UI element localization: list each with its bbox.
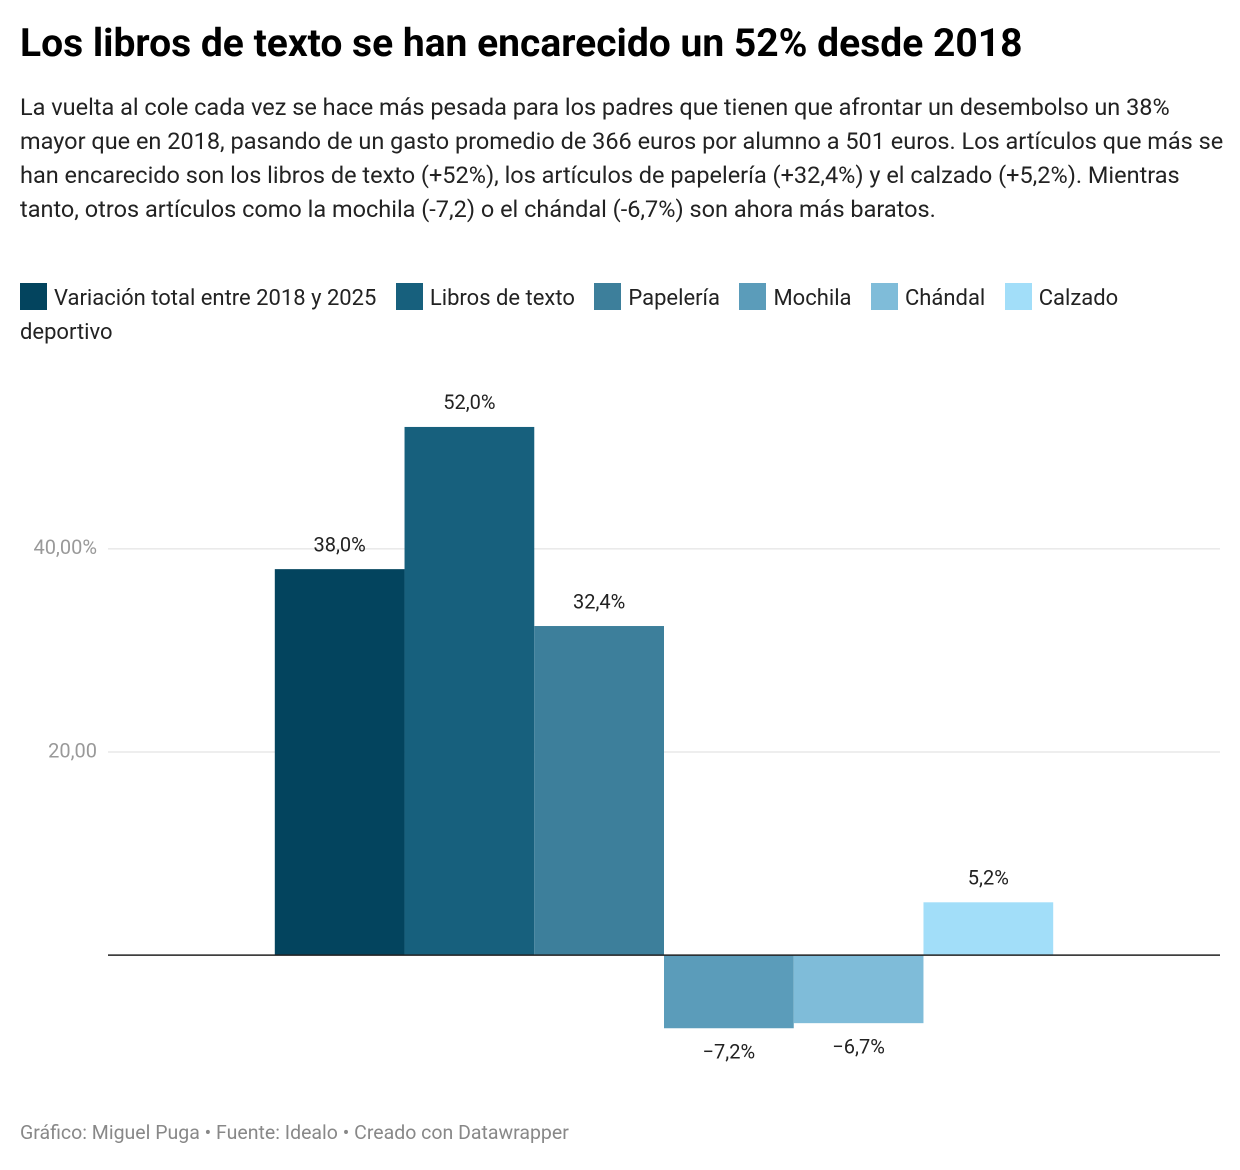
bar: [274, 569, 405, 956]
legend-label: Variación total entre 2018 y 2025: [54, 286, 377, 311]
legend-item: Variación total entre 2018 y 2025: [20, 283, 377, 311]
legend: Variación total entre 2018 y 2025 Libros…: [20, 282, 1225, 350]
legend-swatch: [594, 283, 622, 310]
legend-item: Chándal: [870, 283, 986, 311]
legend-swatch: [1004, 283, 1032, 310]
value-label: −6,7%: [832, 1034, 885, 1058]
legend-label: Chándal: [904, 286, 986, 311]
bar: [404, 426, 535, 956]
value-label: 5,2%: [968, 866, 1009, 890]
legend-swatch: [739, 283, 767, 310]
bar: [534, 626, 664, 956]
legend-item: Calzado deportivo: [20, 283, 1119, 345]
bar: [664, 955, 794, 1029]
bar: [793, 955, 924, 1024]
chart-subtitle: La vuelta al cole cada vez se hace más p…: [20, 93, 1224, 223]
legend-swatch: [20, 283, 47, 310]
legend-item: Libros de texto: [395, 283, 575, 311]
value-label: 38,0%: [314, 532, 366, 556]
bar: [923, 902, 1054, 956]
y-tick-label: 40,00%: [33, 535, 97, 559]
legend-swatch: [395, 283, 423, 310]
footer: Gráfico: Miguel Puga • Fuente: Idealo • …: [20, 1121, 569, 1144]
legend-item: Papelería: [594, 283, 720, 311]
value-label: 32,4%: [573, 589, 625, 613]
legend-label: Libros de texto: [429, 286, 575, 311]
value-label: −7,2%: [703, 1040, 756, 1064]
legend-label: Calzado deportivo: [20, 286, 1119, 345]
legend-label: Papelería: [628, 286, 720, 311]
legend-item: Mochila: [739, 283, 852, 311]
chart-title: Los libros de texto se han encarecido un…: [20, 20, 1023, 66]
legend-label: Mochila: [773, 286, 852, 311]
legend-swatch: [870, 283, 898, 310]
y-tick-label: 20,00: [48, 738, 97, 762]
value-label: 52,0%: [443, 390, 495, 414]
